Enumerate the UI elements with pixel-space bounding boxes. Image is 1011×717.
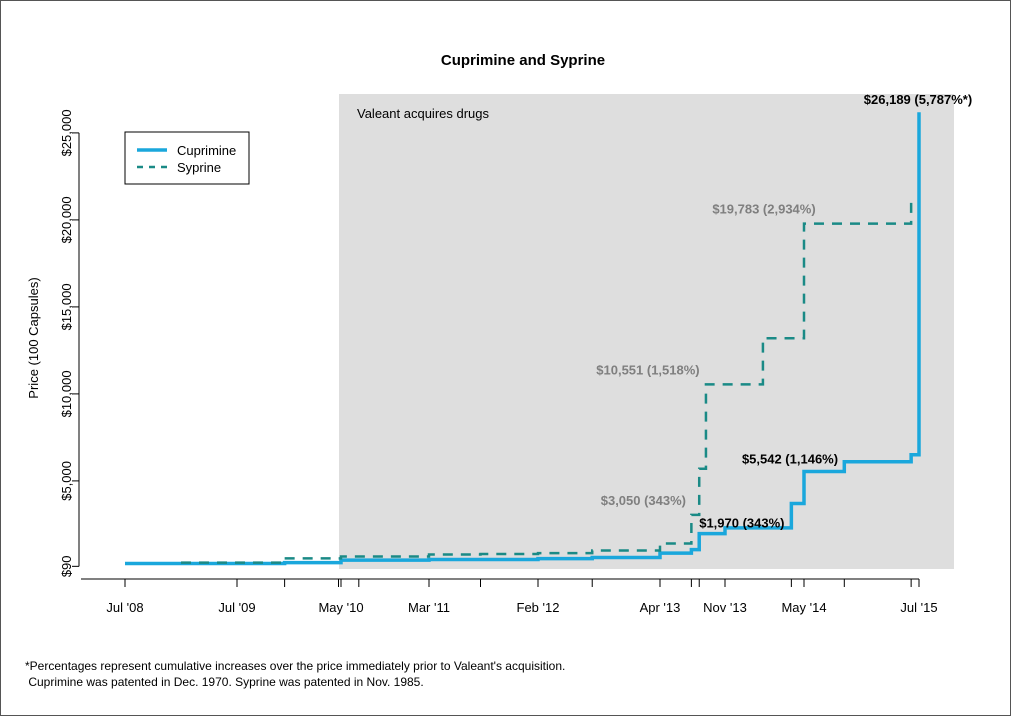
data-label: $10,551 (1,518%) — [596, 362, 699, 377]
y-tick-label: $5,000 — [59, 461, 74, 501]
x-tick-label: Jul '15 — [900, 600, 937, 615]
footnote-line-2: Cuprimine was patented in Dec. 1970. Syp… — [25, 675, 424, 689]
x-tick-label: May '10 — [318, 600, 363, 615]
x-axis: Jul '08 Jul '09 May '10 Mar '11 Feb '12 Apr '… — [81, 578, 938, 615]
x-tick-label: Apr '13 — [640, 600, 681, 615]
y-tick-label: $25,000 — [59, 109, 74, 156]
x-tick-label: Mar '11 — [408, 600, 450, 615]
x-tick-label: Jul '08 — [106, 600, 143, 615]
legend-box — [124, 131, 250, 185]
series-lines — [125, 112, 921, 566]
data-label: $3,050 (343%) — [601, 493, 686, 508]
y-tick-label: $10,000 — [59, 370, 74, 417]
data-label: $26,189 (5,787%*) — [864, 92, 972, 107]
y-tick-label: $90 — [59, 555, 74, 577]
x-tick-label: Jul '09 — [218, 600, 255, 615]
data-label: $19,783 (2,934%) — [712, 202, 815, 217]
y-axis: $90 $5,000 $10,000 $15,000 $20,000 $25,000 — [59, 109, 80, 577]
series-line-cuprimine — [125, 112, 921, 566]
chart-title: Cuprimine and Syprine — [441, 52, 605, 69]
y-axis-label: Price (100 Capsules) — [26, 277, 41, 398]
x-tick-label: Feb '12 — [517, 600, 560, 615]
legend: Cuprimine Syprine — [124, 131, 250, 185]
series-line-syprine — [181, 201, 914, 564]
footnote-line-1: *Percentages represent cumulative increa… — [25, 659, 566, 673]
legend-label-syprine: Syprine — [177, 160, 221, 175]
y-tick-label: $20,000 — [59, 196, 74, 243]
annotations: $26,189 (5,787%*) $19,783 (2,934%) $10,551… — [596, 92, 972, 530]
shaded-region-label: Valeant acquires drugs — [357, 106, 490, 121]
y-tick-label: $15,000 — [59, 283, 74, 330]
x-tick-label: Nov '13 — [703, 600, 747, 615]
data-label: $5,542 (1,146%) — [742, 451, 838, 466]
x-tick-label: May '14 — [781, 600, 826, 615]
data-label: $1,970 (343%) — [699, 516, 784, 531]
legend-label-cuprimine: Cuprimine — [177, 143, 236, 158]
valeant-acquisition-shaded-region — [339, 94, 954, 569]
